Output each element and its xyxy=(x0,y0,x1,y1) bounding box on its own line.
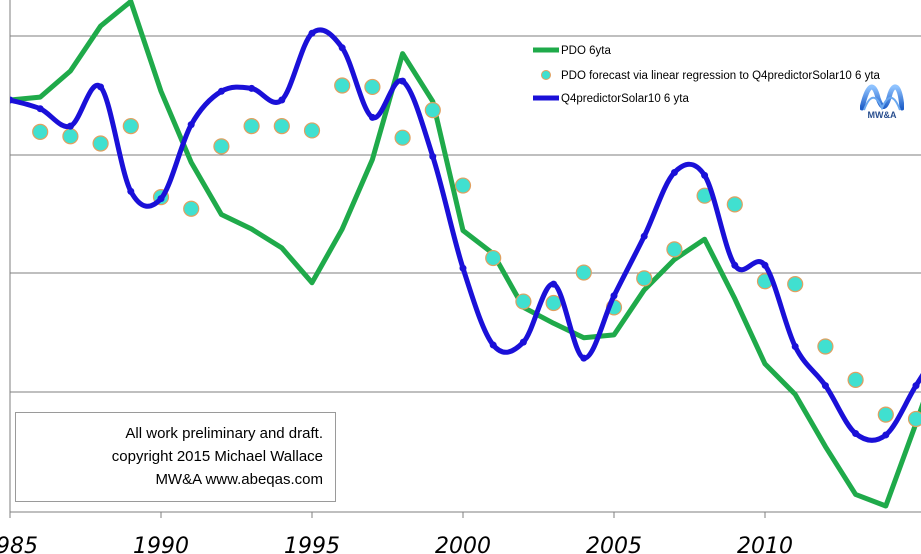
q4predictor-marker-1990 xyxy=(157,195,165,203)
q4predictor-marker-2015 xyxy=(912,382,920,390)
forecast-point-1995 xyxy=(303,122,321,139)
forecast-point-2004 xyxy=(575,264,592,281)
forecast-point-1989 xyxy=(122,117,139,135)
x-tick-label-2010: 2010 xyxy=(737,534,793,554)
legend-label-2: PDO forecast via linear regression to Q4… xyxy=(561,70,881,82)
q4predictor-marker-1995 xyxy=(308,29,316,37)
forecast-point-2002 xyxy=(515,293,532,310)
forecast-point-2000 xyxy=(454,177,472,194)
x-tick-label-2000: 2000 xyxy=(435,534,491,554)
forecast-point-1999 xyxy=(424,102,441,119)
legend-entry-2: PDO forecast via linear regression to Q4… xyxy=(541,70,881,82)
forecast-point-1992 xyxy=(213,138,230,155)
x-tick-label-2005: 2005 xyxy=(586,534,642,554)
axes xyxy=(9,0,921,513)
forecast-point-1991 xyxy=(183,200,200,217)
forecast-point-2009 xyxy=(726,196,743,213)
series-pdo-forecast-points xyxy=(32,77,921,428)
forecast-point-1988 xyxy=(92,135,109,152)
mwa-logo: MW&A xyxy=(859,80,905,126)
q4predictor-marker-1988 xyxy=(97,83,105,91)
q4predictor-marker-2008 xyxy=(701,171,709,179)
q4predictor-marker-2009 xyxy=(731,261,739,269)
forecast-point-2015 xyxy=(907,410,921,428)
forecast-point-2001 xyxy=(485,249,502,267)
q4predictor-marker-1991 xyxy=(187,121,195,129)
note-line-website: MW&A www.abeqas.com xyxy=(155,471,323,488)
forecast-point-1993 xyxy=(243,117,260,135)
forecast-point-2007 xyxy=(666,241,683,258)
forecast-point-2006 xyxy=(636,270,653,287)
forecast-point-2011 xyxy=(787,276,804,293)
q4predictor-marker-2011 xyxy=(791,343,799,350)
q4predictor-marker-1998 xyxy=(399,77,407,85)
copyright-note: All work preliminary and draft. copyrigh… xyxy=(15,412,336,502)
forecast-point-1996 xyxy=(334,77,351,94)
logo-text: MW&A xyxy=(867,110,897,120)
legend-label-1: PDO 6yta xyxy=(561,45,611,57)
forecast-point-2012 xyxy=(817,338,834,355)
q4predictor-marker-1997 xyxy=(368,113,376,121)
forecast-point-2014 xyxy=(877,406,894,423)
q4predictor-marker-2004 xyxy=(580,354,588,362)
series-pdo-6yta-line xyxy=(10,0,921,509)
series-q4predictor-line xyxy=(10,27,921,443)
x-tick-label-1990: 1990 xyxy=(133,534,189,554)
q4predictor-marker-2006 xyxy=(640,232,648,240)
x-tick-label-1995: 1995 xyxy=(284,534,340,554)
q4predictor-marker-1989 xyxy=(127,187,135,195)
q4predictor-marker-1999 xyxy=(429,153,437,161)
q4predictor-marker-1994 xyxy=(278,96,286,104)
q4predictor-marker-1993 xyxy=(248,84,256,92)
q4predictor-marker-2014 xyxy=(882,431,890,439)
series-q4predictor-markers xyxy=(10,29,920,439)
q4predictor-marker-1986 xyxy=(36,105,44,113)
q4predictor-marker-1996 xyxy=(338,44,346,52)
q4predictor-marker-2013 xyxy=(852,430,860,437)
forecast-point-2013 xyxy=(847,371,864,388)
note-line-copyright: copyright 2015 Michael Wallace xyxy=(111,448,323,465)
q4predictor-marker-2003 xyxy=(550,280,558,288)
forecast-point-1994 xyxy=(273,117,290,135)
legend-entry-1: PDO 6yta xyxy=(533,45,611,57)
forecast-point-1997 xyxy=(364,78,381,96)
q4predictor-marker-2000 xyxy=(459,264,467,272)
legend: PDO 6yta PDO forecast via linear regressi… xyxy=(533,45,881,105)
series-area xyxy=(10,0,921,509)
gridlines xyxy=(10,35,921,393)
forecast-point-1998 xyxy=(394,129,411,146)
forecast-point-1986 xyxy=(32,123,49,140)
q4predictor-marker-2007 xyxy=(670,169,678,176)
q4predictor-marker-2002 xyxy=(519,338,527,346)
q4predictor-marker-1985 xyxy=(10,96,14,104)
legend-swatch-2 xyxy=(541,70,551,80)
note-line-draft: All work preliminary and draft. xyxy=(125,425,323,442)
forecast-point-1987 xyxy=(62,128,79,145)
legend-entry-3: Q4predictorSolar10 6 yta xyxy=(533,93,689,105)
q4predictor-marker-1987 xyxy=(66,122,74,130)
q4predictor-marker-2005 xyxy=(610,292,618,300)
x-tick-labels: 1985199019952000200520102020 xyxy=(0,512,793,554)
q4predictor-marker-1992 xyxy=(217,87,225,95)
q4predictor-marker-2010 xyxy=(761,261,769,269)
x-tick-label-1985: 1985 xyxy=(0,534,38,554)
legend-label-3: Q4predictorSolar10 6 yta xyxy=(561,93,689,105)
q4predictor-marker-2001 xyxy=(489,341,497,349)
mwa-wave-icon xyxy=(859,84,905,111)
q4predictor-marker-2012 xyxy=(821,382,829,390)
